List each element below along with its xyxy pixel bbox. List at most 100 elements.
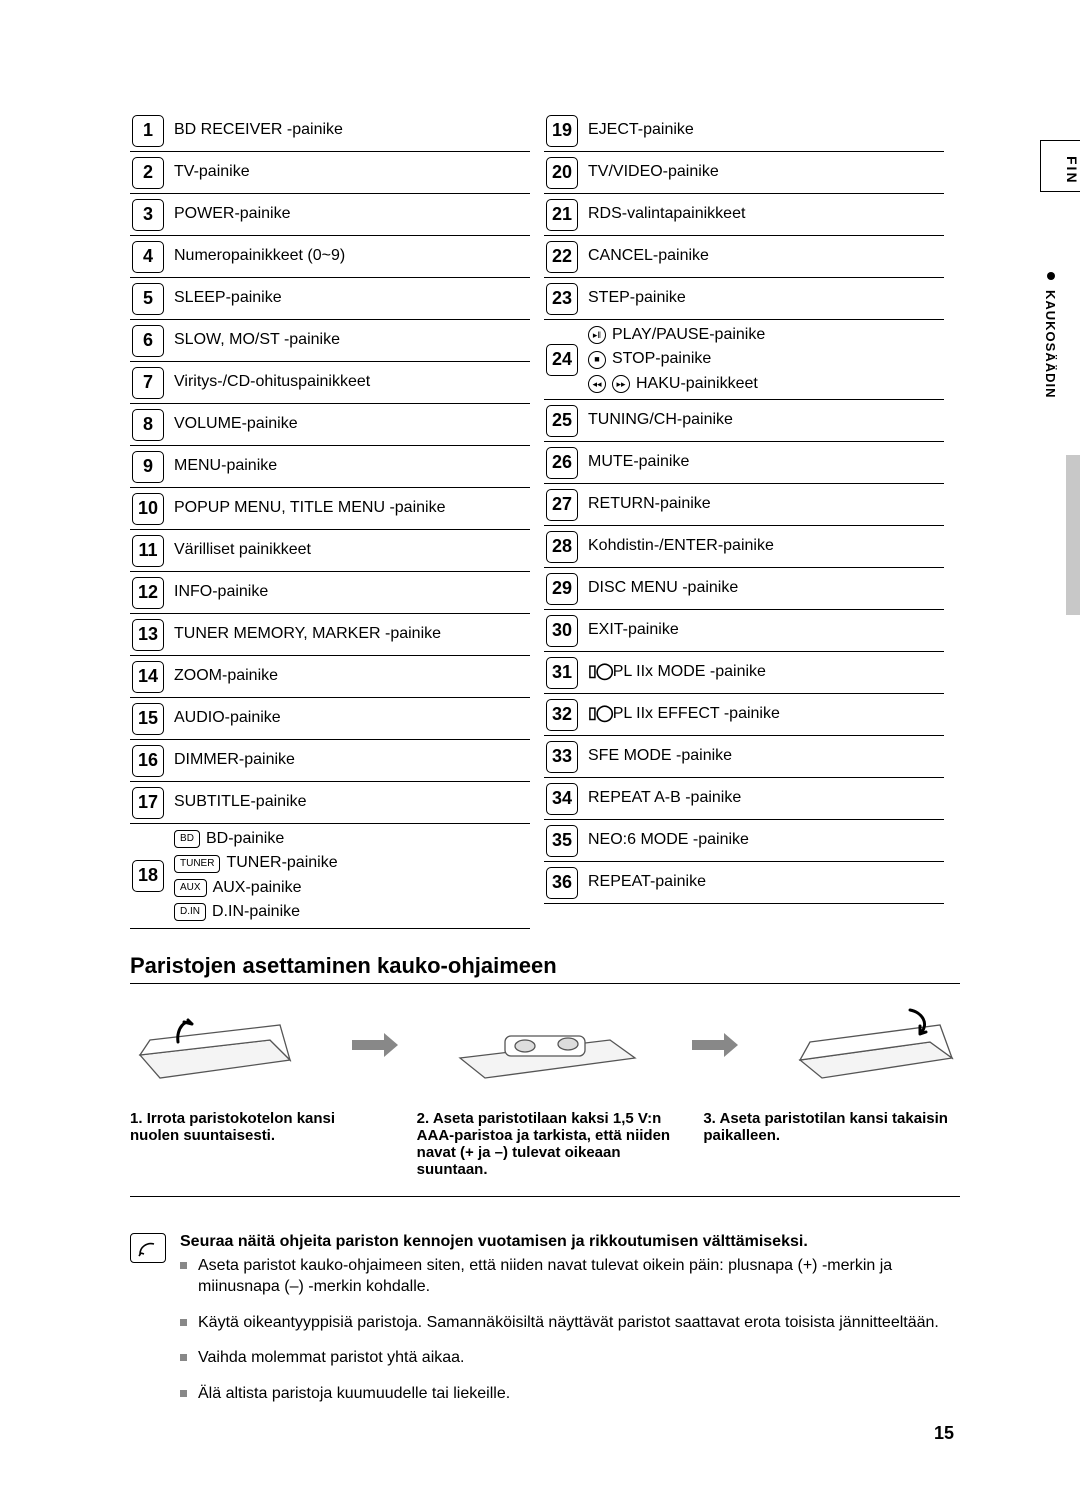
number-box: 16 (132, 745, 164, 777)
row-label: EJECT-painike (588, 119, 694, 141)
step-number: 2. (417, 1110, 430, 1127)
number-box: 3 (132, 199, 164, 231)
number-box: 26 (546, 447, 578, 479)
right-column: 19EJECT-painike20TV/VIDEO-painike21RDS-v… (544, 110, 944, 929)
legend-row: 22CANCEL-painike (544, 236, 944, 278)
row-label: Kohdistin-/ENTER-painike (588, 535, 774, 557)
row-label: Numeropainikkeet (0~9) (174, 245, 345, 267)
left-column: 1BD RECEIVER -painike2TV-painike3POWER-p… (130, 110, 530, 929)
transport-icon: ■ (588, 351, 606, 369)
row-label: TUNING/CH-painike (588, 409, 733, 431)
legend-row: 5 SLEEP-painike (130, 278, 530, 320)
legend-row: 35NEO:6 MODE -painike (544, 820, 944, 862)
battery-image-1 (130, 1000, 300, 1090)
row-label: ▯◯PL IIx EFFECT -painike (588, 703, 780, 725)
legend-row: 12INFO-painike (130, 572, 530, 614)
legend-row: 31▯◯PL IIx MODE -painike (544, 652, 944, 694)
legend-row: 32 ▯◯PL IIx EFFECT -painike (544, 694, 944, 736)
legend-row: 14 ZOOM-painike (130, 656, 530, 698)
legend-row: 15 AUDIO-painike (130, 698, 530, 740)
mode-badge: TUNER (174, 855, 220, 873)
row-label: BD RECEIVER -painike (174, 119, 343, 141)
number-box: 20 (546, 157, 578, 189)
row-label: Viritys-/CD-ohituspainikkeet (174, 371, 370, 393)
step-number: 3. (703, 1110, 716, 1127)
mode-badge: AUX (174, 879, 207, 897)
number-box: 23 (546, 283, 578, 315)
row-label: REPEAT-painike (588, 871, 706, 893)
note-item: Älä altista paristoja kuumuudelle tai li… (180, 1383, 960, 1405)
number-box: 31 (546, 657, 578, 689)
number-box: 10 (132, 493, 164, 525)
sub-label: AUX-painike (213, 877, 302, 899)
battery-step: 3. Aseta paristotilan kansi takaisin pai… (703, 1110, 960, 1178)
number-box: 5 (132, 283, 164, 315)
row-label: TV-painike (174, 161, 250, 183)
number-box: 35 (546, 825, 578, 857)
row-label: REPEAT A-B -painike (588, 787, 741, 809)
number-box: 15 (132, 703, 164, 735)
row-label: SFE MODE -painike (588, 745, 732, 767)
battery-illustrations (130, 994, 960, 1110)
note-item: Aseta paristot kauko-ohjaimeen siten, et… (180, 1255, 960, 1298)
row-label: TUNER MEMORY, MARKER -painike (174, 623, 441, 645)
note-body: Seuraa näitä ohjeita pariston kennojen v… (180, 1233, 960, 1419)
legend-row: 30 EXIT-painike (544, 610, 944, 652)
number-box: 2 (132, 157, 164, 189)
legend-row: 29 DISC MENU -painike (544, 568, 944, 610)
number-box: 32 (546, 699, 578, 731)
number-box: 29 (546, 573, 578, 605)
number-box: 25 (546, 405, 578, 437)
rewind-icon: ◂◂ (588, 375, 606, 393)
side-label: KAUKOSÄÄDIN (1043, 290, 1058, 399)
note-item: Vaihda molemmat paristot yhtä aikaa. (180, 1347, 960, 1369)
row-label: Värilliset painikkeet (174, 539, 311, 561)
battery-steps: 1. Irrota paristokotelon kansi nuolen su… (130, 1110, 960, 1197)
legend-row: 24▸‖PLAY/PAUSE-painike■STOP-painike◂◂▸▸H… (544, 320, 944, 400)
number-box: 27 (546, 489, 578, 521)
row-label: EXIT-painike (588, 619, 679, 641)
number-box: 22 (546, 241, 578, 273)
number-box: 19 (546, 115, 578, 147)
row-label: ZOOM-painike (174, 665, 278, 687)
legend-row: 8VOLUME-painike (130, 404, 530, 446)
number-box: 21 (546, 199, 578, 231)
number-box: 6 (132, 325, 164, 357)
number-box: 28 (546, 531, 578, 563)
row-label: RDS-valintapainikkeet (588, 203, 745, 225)
sub-label: STOP-painike (612, 348, 711, 370)
number-box: 36 (546, 867, 578, 899)
number-box: 18 (132, 860, 164, 892)
number-box: 13 (132, 619, 164, 651)
number-box: 12 (132, 577, 164, 609)
row-label: POPUP MENU, TITLE MENU -painike (174, 497, 445, 519)
number-box: 4 (132, 241, 164, 273)
mode-badge: D.IN (174, 903, 206, 921)
legend-row: 23STEP-painike (544, 278, 944, 320)
legend-row: 26MUTE-painike (544, 442, 944, 484)
sub-label: TUNER-painike (226, 852, 337, 874)
legend-row: 1BD RECEIVER -painike (130, 110, 530, 152)
side-grey-bar (1066, 455, 1080, 615)
number-box: 7 (132, 367, 164, 399)
legend-row: 34REPEAT A-B -painike (544, 778, 944, 820)
battery-title: Paristojen asettaminen kauko-ohjaimeen (130, 953, 960, 984)
step-text: Irrota paristokotelon kansi nuolen suunt… (130, 1110, 335, 1144)
row-label: AUDIO-painike (174, 707, 281, 729)
legend-row: 2 TV-painike (130, 152, 530, 194)
number-box: 14 (132, 661, 164, 693)
note-icon (130, 1233, 166, 1263)
row-label: ▸‖PLAY/PAUSE-painike■STOP-painike◂◂▸▸HAK… (588, 324, 765, 395)
note-item: Käytä oikeantyyppisiä paristoja. Samannä… (180, 1312, 960, 1334)
legend-row: 6SLOW, MO/ST -painike (130, 320, 530, 362)
number-box: 8 (132, 409, 164, 441)
row-label: BDBD-painikeTUNERTUNER-painikeAUXAUX-pai… (174, 828, 338, 924)
legend-row: 18BDBD-painikeTUNERTUNER-painikeAUXAUX-p… (130, 824, 530, 929)
row-label: SLEEP-painike (174, 287, 282, 309)
number-box: 30 (546, 615, 578, 647)
step-text: Aseta paristotilan kansi takaisin paikal… (703, 1110, 948, 1144)
row-label: DISC MENU -painike (588, 577, 738, 599)
side-dot (1047, 272, 1055, 280)
mode-badge: BD (174, 830, 200, 848)
arrow-icon (690, 1030, 740, 1060)
